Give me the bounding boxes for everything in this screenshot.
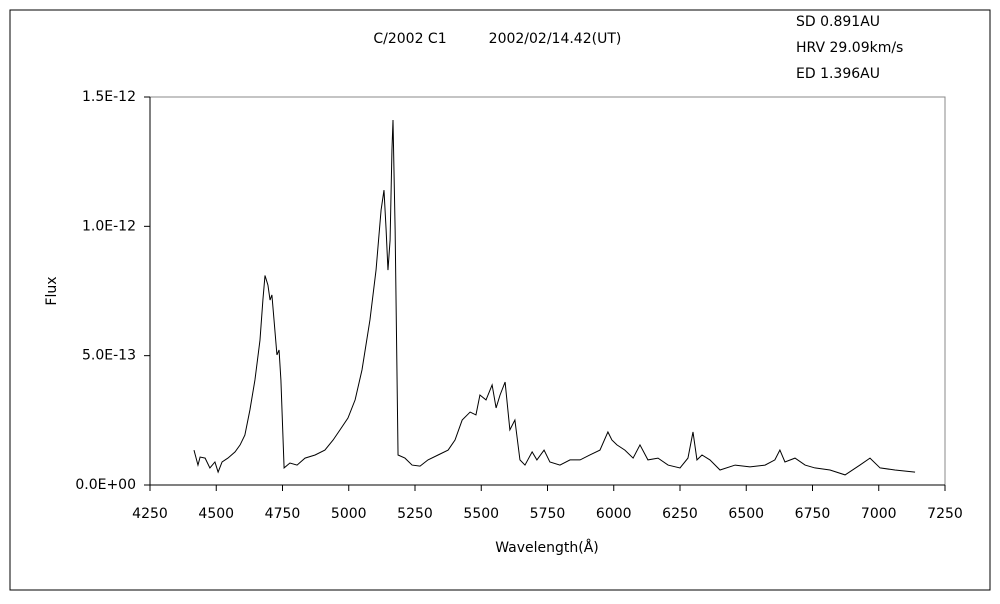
x-tick-label: 4250 [132,506,168,522]
x-tick-label: 5250 [397,506,433,522]
x-tick-label: 4750 [265,506,301,522]
x-tick-label: 6750 [795,506,831,522]
y-axis-label: Flux [44,276,60,305]
y-tick-label: 5.0E-13 [82,348,136,364]
chart-subtitle: 2002/02/14.42(UT) [489,31,622,47]
x-tick-label: 6500 [728,506,764,522]
x-axis-label: Wavelength(Å) [495,539,599,556]
x-tick-label: 7000 [861,506,897,522]
chart-title: C/2002 C1 [373,31,446,47]
x-tick-label: 5750 [530,506,566,522]
x-tick-label: 5000 [331,506,367,522]
y-tick-label: 0.0E+00 [75,477,136,493]
x-tick-label: 5500 [463,506,499,522]
x-tick-label: 6000 [596,506,632,522]
y-tick-label: 1.0E-12 [82,218,136,234]
annotation: SD 0.891AU [796,14,880,30]
x-tick-label: 6250 [662,506,698,522]
x-tick-label: 4500 [198,506,234,522]
annotation: HRV 29.09km/s [796,40,903,56]
annotation: ED 1.396AU [796,66,880,82]
y-tick-label: 1.5E-12 [82,89,136,105]
chart-frame [9,9,991,591]
x-tick-label: 7250 [927,506,963,522]
spectrum-line [193,120,916,476]
